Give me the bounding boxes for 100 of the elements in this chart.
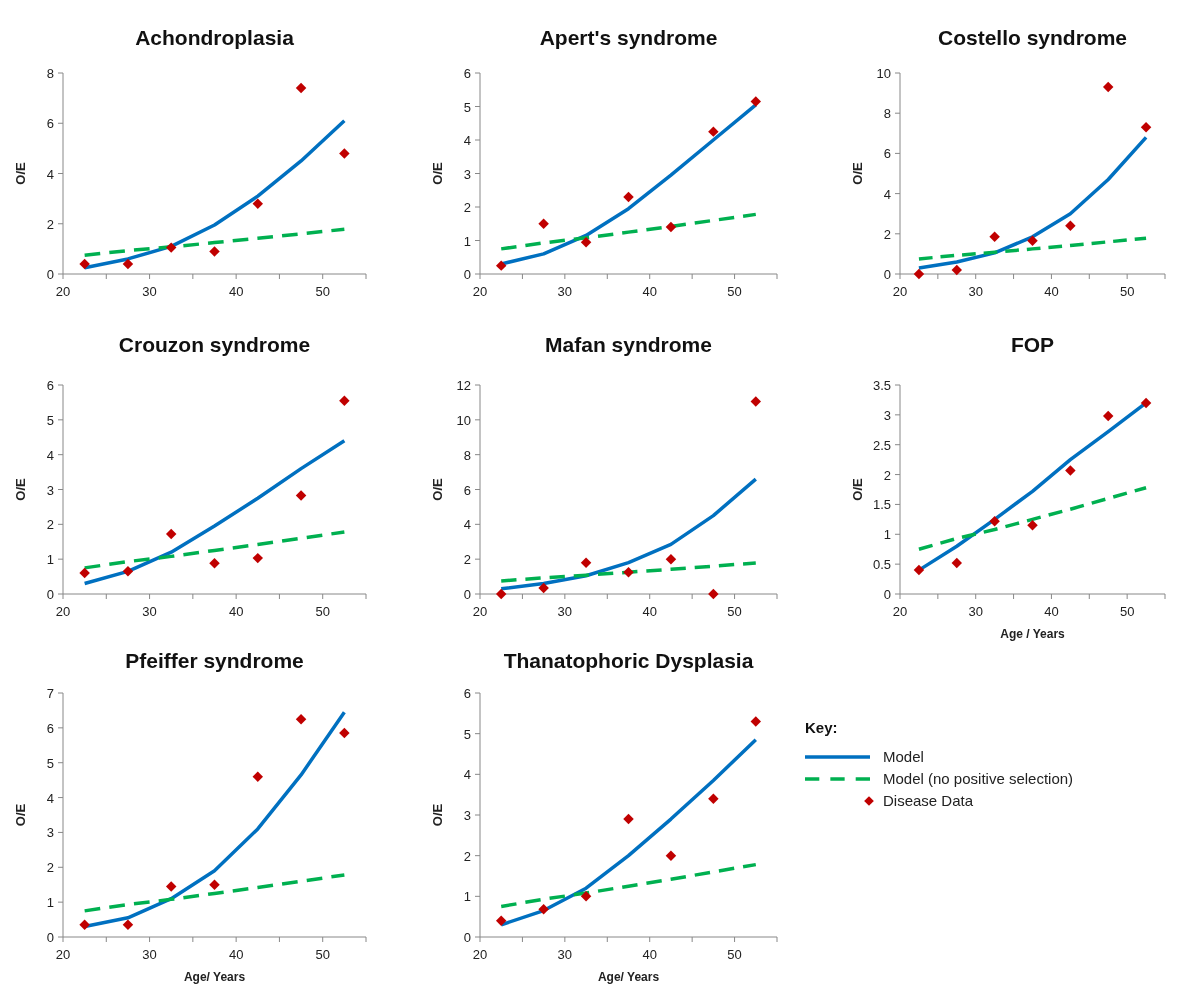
- point: [122, 258, 134, 270]
- y-tick-label: 5: [46, 755, 54, 771]
- point: [295, 82, 307, 94]
- y-tick-label: 4: [883, 186, 891, 202]
- point: [79, 258, 90, 270]
- y-tick-label: 6: [463, 686, 471, 701]
- line-series: [499, 862, 758, 909]
- y-tick-label: 4: [46, 447, 54, 463]
- point: [209, 879, 220, 890]
- x-tick-label: 30: [968, 604, 983, 619]
- y-axis-title: O/E: [850, 477, 865, 501]
- point: [252, 771, 264, 782]
- point: [623, 566, 634, 578]
- point: [495, 260, 507, 271]
- chart-title: Crouzon syndrome: [118, 333, 311, 356]
- x-tick-label: 50: [1119, 284, 1135, 299]
- y-tick-label: 1.5: [872, 497, 891, 513]
- point: [750, 396, 762, 407]
- y-tick-label: 1: [46, 895, 54, 911]
- y-tick-label: 0: [463, 930, 471, 945]
- point: [1140, 397, 1152, 409]
- x-tick-label: 50: [315, 604, 330, 619]
- line-series: [917, 485, 1148, 551]
- point: [665, 850, 677, 861]
- chart-title: Pfeiffer syndrome: [125, 649, 304, 672]
- y-tick-label: 0: [46, 267, 54, 282]
- y-tick-label: 8: [463, 447, 471, 463]
- point: [708, 126, 719, 137]
- x-tick-label: 40: [228, 604, 244, 619]
- y-tick-label: 0: [883, 587, 891, 602]
- y-axis-title: O/E: [13, 803, 28, 827]
- line-series: [917, 236, 1148, 261]
- line-series: [499, 561, 758, 583]
- point: [913, 268, 925, 280]
- line-series: [82, 438, 347, 586]
- y-tick-label: 3: [46, 825, 54, 841]
- y-tick-label: 10: [456, 412, 471, 428]
- x-tick-label: 40: [642, 604, 657, 619]
- chart-title: Thanatophoric Dysplasia: [503, 649, 754, 672]
- chart-title: Costello syndrome: [937, 26, 1128, 49]
- point: [122, 566, 134, 577]
- x-axis-title: Age / Years: [1000, 627, 1066, 641]
- y-tick-label: 2: [463, 848, 471, 864]
- point: [750, 716, 762, 727]
- y-tick-label: 4: [463, 517, 471, 533]
- point: [913, 564, 925, 576]
- x-tick-label: 40: [1044, 604, 1059, 619]
- point: [580, 557, 592, 568]
- point: [1027, 235, 1038, 247]
- y-tick-label: 1: [883, 527, 891, 543]
- point: [951, 264, 963, 276]
- point: [623, 813, 634, 825]
- y-tick-label: 2: [883, 467, 891, 483]
- point: [339, 395, 350, 406]
- y-axis-title: O/E: [430, 161, 445, 185]
- legend-label: Model: [883, 748, 924, 765]
- x-tick-label: 30: [968, 284, 983, 299]
- y-axis-title: O/E: [850, 161, 865, 185]
- point: [750, 96, 762, 107]
- legend-title: Key:: [805, 719, 838, 736]
- x-tick-label: 30: [557, 284, 573, 299]
- point: [252, 198, 264, 209]
- y-axis-title: O/E: [13, 477, 28, 501]
- x-tick-label: 20: [472, 947, 488, 962]
- y-tick-label: 5: [46, 412, 54, 428]
- x-tick-label: 40: [642, 284, 657, 299]
- point: [665, 221, 677, 233]
- point: [252, 552, 264, 564]
- x-tick-label: 40: [642, 947, 657, 962]
- y-tick-label: 6: [463, 482, 471, 498]
- y-axis-title: O/E: [13, 161, 28, 185]
- y-tick-label: 1: [463, 889, 471, 905]
- y-tick-label: 2: [46, 860, 54, 876]
- y-tick-label: 6: [46, 720, 54, 736]
- y-tick-label: 2: [46, 216, 54, 232]
- x-tick-label: 20: [55, 604, 71, 619]
- point: [623, 191, 634, 203]
- point: [708, 793, 719, 804]
- line-series: [499, 212, 758, 251]
- x-tick-label: 20: [892, 284, 908, 299]
- line-series: [82, 227, 347, 257]
- point: [209, 246, 220, 257]
- y-tick-label: 6: [883, 146, 891, 162]
- point: [580, 891, 592, 902]
- y-tick-label: 4: [46, 790, 54, 806]
- y-tick-label: 0: [46, 930, 54, 945]
- y-tick-label: 10: [876, 66, 891, 81]
- y-tick-label: 2: [883, 226, 891, 242]
- x-tick-label: 50: [727, 604, 742, 619]
- point: [295, 490, 307, 501]
- y-tick-label: 6: [463, 66, 471, 81]
- point: [495, 588, 507, 600]
- point: [79, 567, 90, 579]
- y-tick-label: 2: [463, 200, 471, 215]
- x-tick-label: 30: [557, 604, 573, 619]
- point: [1102, 81, 1114, 93]
- y-tick-label: 3: [46, 482, 54, 498]
- x-tick-label: 20: [55, 947, 71, 962]
- point: [339, 727, 350, 739]
- point: [79, 919, 90, 931]
